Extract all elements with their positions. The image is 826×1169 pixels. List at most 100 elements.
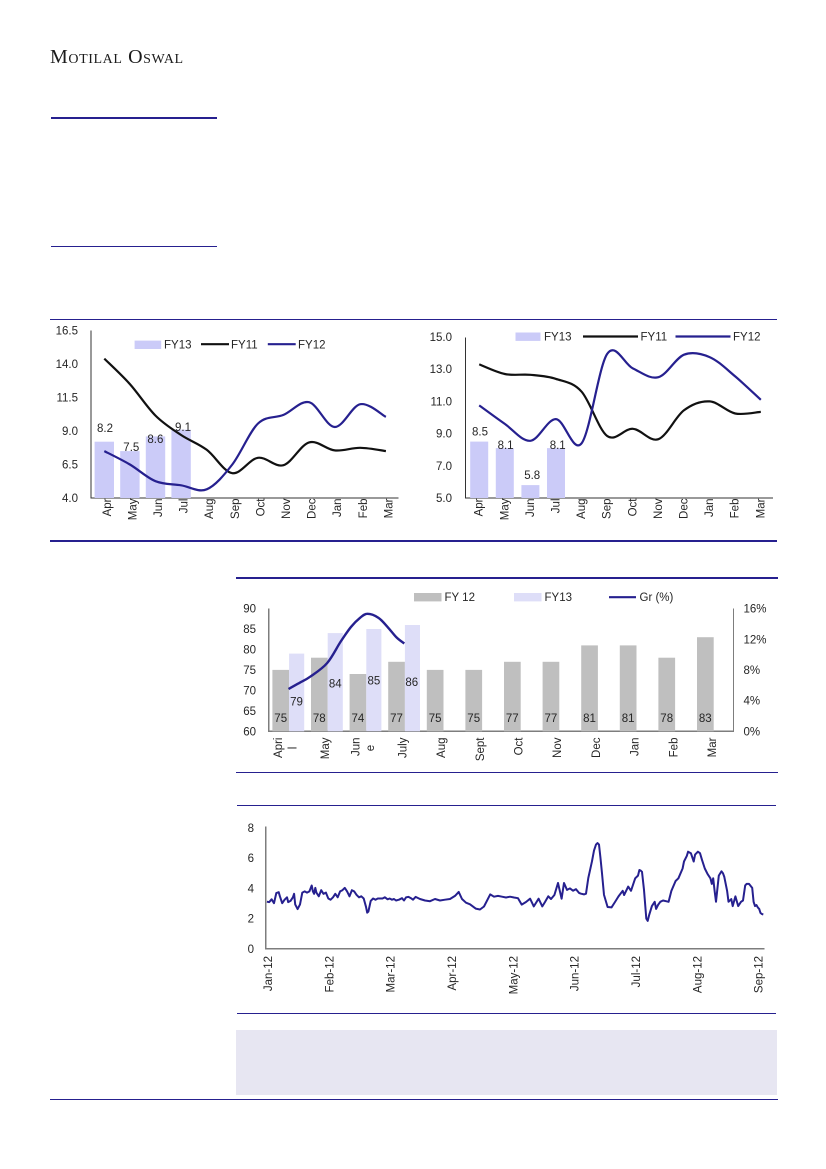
svg-text:75: 75 xyxy=(467,713,480,725)
svg-text:Gr (%): Gr (%) xyxy=(640,592,674,604)
svg-text:Dec: Dec xyxy=(591,737,603,758)
svg-text:Apr-12: Apr-12 xyxy=(447,956,459,991)
svg-text:FY12: FY12 xyxy=(733,332,761,344)
svg-text:80: 80 xyxy=(243,645,256,657)
svg-text:8.1: 8.1 xyxy=(498,440,514,452)
svg-text:81: 81 xyxy=(622,713,635,725)
svg-text:84: 84 xyxy=(329,678,342,690)
svg-text:Feb: Feb xyxy=(668,738,680,758)
svg-text:May-12: May-12 xyxy=(508,956,520,994)
svg-text:Sept: Sept xyxy=(475,737,487,761)
svg-text:l: l xyxy=(288,747,300,750)
svg-text:2: 2 xyxy=(248,914,254,926)
svg-text:Apr: Apr xyxy=(102,498,114,516)
svg-text:8: 8 xyxy=(248,823,254,835)
svg-text:12%: 12% xyxy=(744,634,767,646)
svg-text:78: 78 xyxy=(660,713,673,725)
svg-text:90: 90 xyxy=(243,604,256,616)
svg-text:8.2: 8.2 xyxy=(97,423,113,435)
svg-text:75: 75 xyxy=(243,665,256,677)
svg-text:Apri: Apri xyxy=(273,738,285,758)
svg-text:6: 6 xyxy=(248,853,254,865)
svg-text:79: 79 xyxy=(290,697,303,709)
svg-text:FY 12: FY 12 xyxy=(445,592,475,604)
svg-text:8.5: 8.5 xyxy=(472,426,488,438)
svg-text:14.0: 14.0 xyxy=(56,359,78,371)
svg-text:e: e xyxy=(365,745,377,751)
svg-text:Dec: Dec xyxy=(679,498,691,519)
svg-text:78: 78 xyxy=(313,713,326,725)
svg-text:8%: 8% xyxy=(744,665,761,677)
svg-text:Jun: Jun xyxy=(351,738,363,757)
svg-text:70: 70 xyxy=(243,685,256,697)
svg-text:Oct: Oct xyxy=(255,498,267,517)
svg-text:Jun: Jun xyxy=(153,499,165,518)
svg-text:60: 60 xyxy=(243,726,256,738)
svg-text:4: 4 xyxy=(248,883,255,895)
svg-text:75: 75 xyxy=(429,713,442,725)
svg-text:9.0: 9.0 xyxy=(62,426,78,438)
svg-text:85: 85 xyxy=(368,675,381,687)
svg-text:7.5: 7.5 xyxy=(123,442,139,454)
svg-text:Oct: Oct xyxy=(514,737,526,756)
svg-text:16.5: 16.5 xyxy=(56,326,78,338)
svg-text:6.5: 6.5 xyxy=(62,460,78,472)
svg-text:65: 65 xyxy=(243,706,256,718)
svg-text:FY11: FY11 xyxy=(641,332,668,344)
svg-text:16%: 16% xyxy=(744,604,767,616)
svg-text:Jun-12: Jun-12 xyxy=(570,956,582,991)
svg-text:74: 74 xyxy=(352,713,365,725)
svg-text:Aug: Aug xyxy=(576,499,588,519)
svg-text:July: July xyxy=(397,737,409,758)
svg-text:Sep: Sep xyxy=(230,499,242,519)
svg-text:Jul: Jul xyxy=(179,499,191,514)
svg-text:85: 85 xyxy=(243,624,256,636)
svg-text:5.8: 5.8 xyxy=(524,470,540,482)
svg-text:5.0: 5.0 xyxy=(436,493,452,505)
svg-text:FY13: FY13 xyxy=(544,332,572,344)
svg-text:77: 77 xyxy=(545,713,558,725)
svg-text:8.1: 8.1 xyxy=(550,440,566,452)
svg-text:Jul: Jul xyxy=(551,499,563,514)
svg-text:13.0: 13.0 xyxy=(430,364,452,376)
svg-text:May: May xyxy=(320,737,332,759)
svg-text:May: May xyxy=(499,498,511,520)
svg-text:Apr: Apr xyxy=(474,498,486,516)
svg-text:Aug-12: Aug-12 xyxy=(692,956,704,993)
svg-text:Jun: Jun xyxy=(525,499,537,518)
svg-text:FY13: FY13 xyxy=(164,340,192,352)
svg-text:77: 77 xyxy=(390,713,403,725)
svg-text:Mar: Mar xyxy=(383,498,395,518)
svg-text:May: May xyxy=(127,498,139,520)
svg-text:81: 81 xyxy=(583,713,596,725)
svg-text:Jan: Jan xyxy=(332,499,344,518)
svg-text:4%: 4% xyxy=(744,696,761,708)
svg-text:Oct: Oct xyxy=(627,498,639,517)
svg-text:11.5: 11.5 xyxy=(56,393,78,405)
svg-text:Feb: Feb xyxy=(358,499,370,519)
svg-text:11.0: 11.0 xyxy=(430,396,452,408)
svg-text:FY13: FY13 xyxy=(545,592,573,604)
svg-text:4.0: 4.0 xyxy=(62,493,78,505)
svg-text:Mar: Mar xyxy=(755,498,767,518)
svg-text:75: 75 xyxy=(274,713,287,725)
svg-text:Nov: Nov xyxy=(653,498,665,519)
svg-text:FY11: FY11 xyxy=(231,340,258,352)
svg-text:86: 86 xyxy=(405,677,418,689)
svg-text:Nov: Nov xyxy=(281,498,293,519)
svg-text:0%: 0% xyxy=(744,726,761,738)
svg-text:Feb: Feb xyxy=(730,499,742,519)
svg-text:Feb-12: Feb-12 xyxy=(324,956,336,992)
svg-text:Jan: Jan xyxy=(630,738,642,757)
svg-text:Dec: Dec xyxy=(307,498,319,519)
svg-text:9.1: 9.1 xyxy=(175,422,191,434)
svg-text:Jan-12: Jan-12 xyxy=(263,956,275,991)
svg-text:Jul-12: Jul-12 xyxy=(631,956,643,987)
svg-text:Sep: Sep xyxy=(602,499,614,519)
svg-text:Mar-12: Mar-12 xyxy=(386,956,398,992)
svg-text:83: 83 xyxy=(699,713,712,725)
svg-text:FY12: FY12 xyxy=(298,340,326,352)
svg-text:9.0: 9.0 xyxy=(436,429,452,441)
svg-text:Aug: Aug xyxy=(204,499,216,519)
svg-text:Aug: Aug xyxy=(436,738,448,758)
